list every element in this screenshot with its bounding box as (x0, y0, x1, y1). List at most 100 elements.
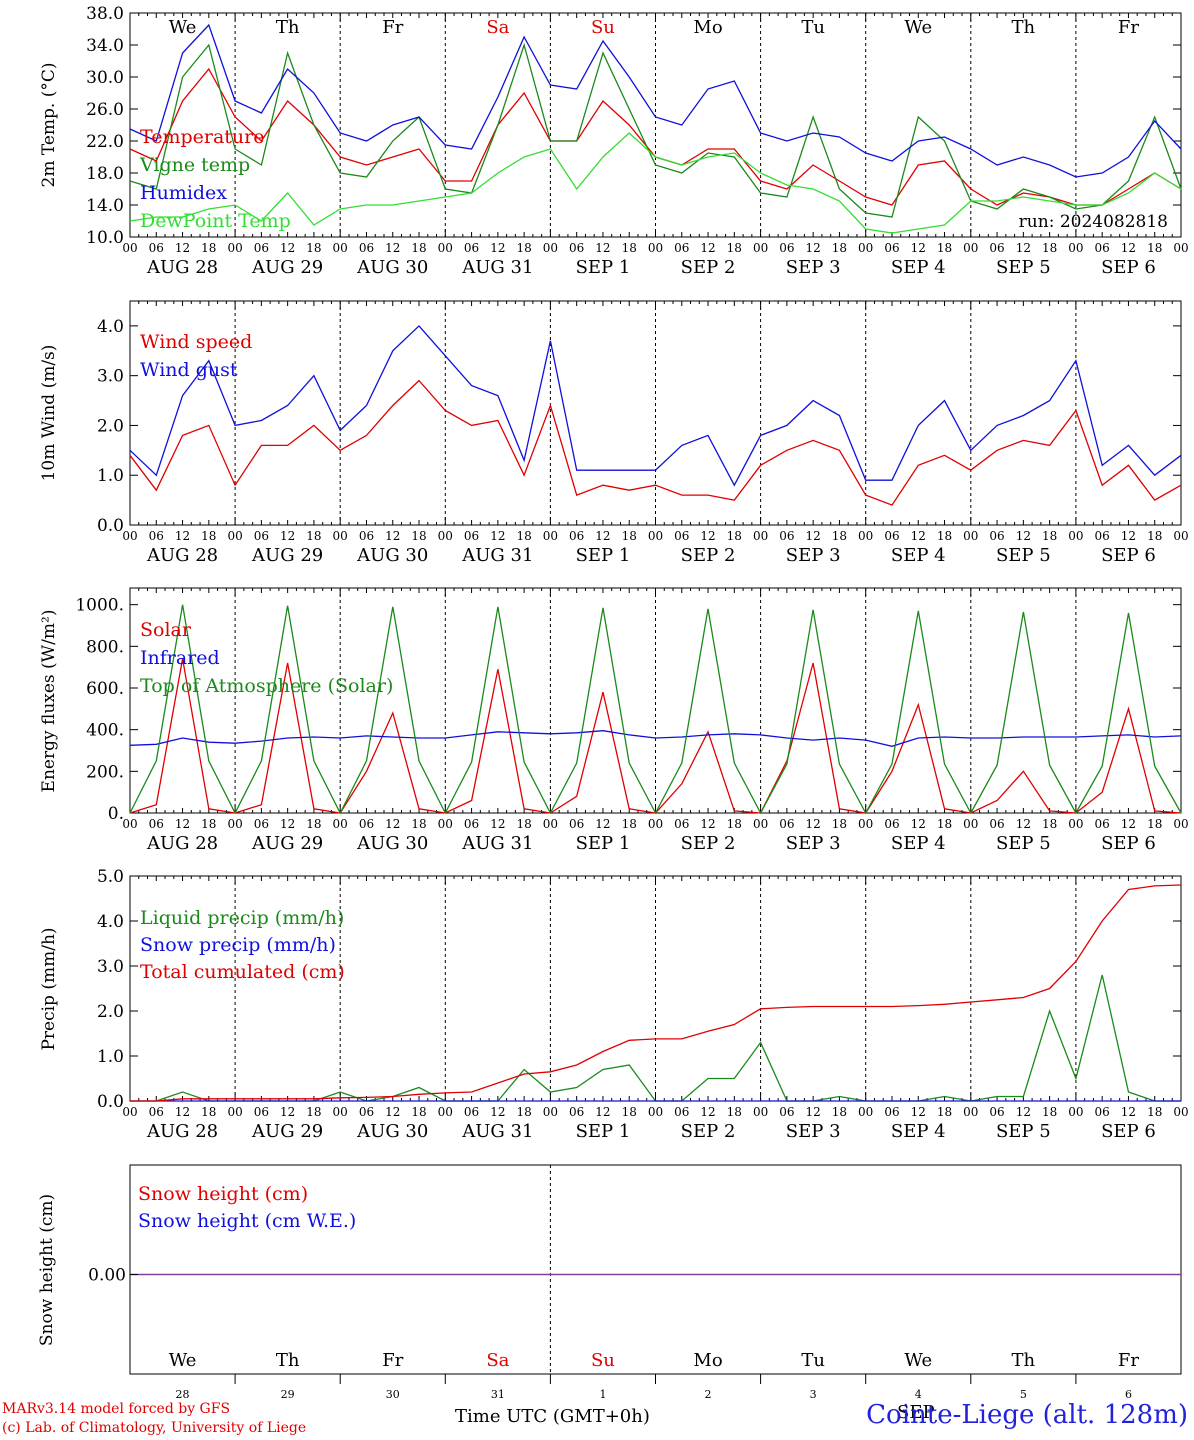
date-label: SEP 6 (1101, 545, 1156, 566)
y-axis-label: Snow height (cm) (37, 1194, 57, 1346)
y-tick-label: 3.0 (97, 367, 124, 387)
time-axis-label: Time UTC (GMT+0h) (455, 1406, 650, 1427)
date-label: SEP 2 (681, 833, 736, 854)
weekday-label: Th (1012, 1350, 1036, 1371)
date-label: SEP 3 (786, 545, 841, 566)
hour-tick-label: 06 (884, 241, 899, 255)
hour-tick-label: 12 (175, 817, 190, 831)
hour-tick-label: 12 (385, 817, 400, 831)
weekday-label: We (169, 1350, 197, 1371)
hour-tick-label: 00 (438, 241, 453, 255)
y-axis-label: Energy fluxes (W/m²) (39, 610, 59, 793)
y-tick-label: 200. (86, 762, 124, 782)
date-label: AUG 30 (356, 833, 428, 854)
date-label: SEP 1 (576, 545, 631, 566)
hour-tick-label: 00 (963, 529, 978, 543)
hour-tick-label: 06 (884, 529, 899, 543)
day-number-label: 30 (386, 1388, 400, 1401)
hour-tick-label: 06 (254, 1105, 269, 1119)
date-label: SEP 5 (996, 545, 1051, 566)
y-axis-label: Precip (mm/h) (39, 927, 59, 1050)
y-tick-label: 600. (86, 679, 124, 699)
weekday-label: Fr (382, 17, 403, 38)
hour-tick-label: 18 (516, 817, 531, 831)
y-tick-label: 2.0 (97, 1002, 124, 1022)
hour-tick-label: 18 (201, 241, 216, 255)
hour-tick-label: 00 (122, 529, 137, 543)
hour-tick-label: 06 (884, 1105, 899, 1119)
hour-tick-label: 18 (1042, 241, 1057, 255)
hour-tick-label: 06 (359, 241, 374, 255)
hour-tick-label: 06 (884, 817, 899, 831)
day-number-label: 1 (599, 1388, 606, 1401)
date-label: AUG 28 (146, 833, 218, 854)
hour-tick-label: 00 (858, 817, 873, 831)
y-tick-label: 400. (86, 721, 124, 741)
hour-tick-label: 18 (201, 1105, 216, 1119)
hour-tick-label: 12 (490, 1105, 505, 1119)
hour-tick-label: 12 (1016, 529, 1031, 543)
hour-tick-label: 18 (622, 817, 637, 831)
day-number-label: 31 (491, 1388, 505, 1401)
hour-tick-label: 18 (411, 1105, 426, 1119)
hour-tick-label: 00 (648, 1105, 663, 1119)
hour-tick-label: 18 (832, 241, 847, 255)
hour-tick-label: 12 (806, 529, 821, 543)
date-label: AUG 30 (356, 545, 428, 566)
month-label: SEP (897, 1402, 935, 1423)
hour-tick-label: 06 (569, 817, 584, 831)
hour-tick-label: 12 (700, 817, 715, 831)
legend-entry: Top of Atmosphere (Solar) (140, 675, 393, 697)
y-tick-label: 3.0 (97, 957, 124, 977)
date-label: SEP 2 (681, 257, 736, 278)
day-number-label: 6 (1125, 1388, 1132, 1401)
weekday-label: We (904, 1350, 932, 1371)
hour-tick-label: 06 (1095, 817, 1110, 831)
panel-1 (129, 12, 1182, 238)
hour-tick-label: 00 (753, 1105, 768, 1119)
legend-entry: DewPoint Temp (140, 210, 291, 232)
day-number-label: 2 (705, 1388, 712, 1401)
y-tick-label: 18.0 (86, 164, 124, 184)
y-tick-label: 1.0 (97, 1047, 124, 1067)
hour-tick-label: 06 (674, 817, 689, 831)
hour-tick-label: 00 (227, 1105, 242, 1119)
run-label: run: 2024082818 (1019, 212, 1168, 232)
hour-tick-label: 12 (700, 529, 715, 543)
date-label: SEP 4 (891, 257, 946, 278)
hour-tick-label: 00 (1173, 1105, 1188, 1119)
hour-tick-label: 12 (595, 529, 610, 543)
hour-tick-label: 06 (779, 241, 794, 255)
hour-tick-label: 18 (832, 529, 847, 543)
hour-tick-label: 06 (989, 529, 1004, 543)
date-label: AUG 31 (461, 257, 533, 278)
hour-tick-label: 00 (648, 529, 663, 543)
hour-tick-label: 18 (832, 817, 847, 831)
day-number-label: 3 (810, 1388, 817, 1401)
hour-tick-label: 06 (359, 817, 374, 831)
y-tick-label: 2.0 (97, 416, 124, 436)
legend-entry: Snow height (cm W.E.) (138, 1210, 356, 1232)
hour-tick-label: 18 (516, 529, 531, 543)
station-label: Cointe-Liege (alt. 128m) (866, 1400, 1188, 1430)
weekday-label: Th (1012, 17, 1036, 38)
date-label: AUG 31 (461, 1121, 533, 1142)
hour-tick-label: 12 (175, 529, 190, 543)
hour-tick-label: 18 (306, 529, 321, 543)
hour-tick-label: 12 (175, 241, 190, 255)
hour-tick-label: 12 (1016, 817, 1031, 831)
weekday-label: Tu (801, 1350, 825, 1371)
hour-tick-label: 06 (989, 1105, 1004, 1119)
hour-tick-label: 00 (438, 817, 453, 831)
hour-tick-label: 00 (963, 1105, 978, 1119)
y-tick-label: 0.0 (97, 516, 124, 536)
date-label: SEP 5 (996, 257, 1051, 278)
day-number-label: 28 (176, 1388, 190, 1401)
hour-tick-label: 12 (490, 529, 505, 543)
hour-tick-label: 18 (306, 241, 321, 255)
date-label: AUG 31 (461, 833, 533, 854)
weekday-label: Sa (486, 1350, 509, 1371)
date-label: SEP 3 (786, 257, 841, 278)
hour-tick-label: 00 (122, 817, 137, 831)
